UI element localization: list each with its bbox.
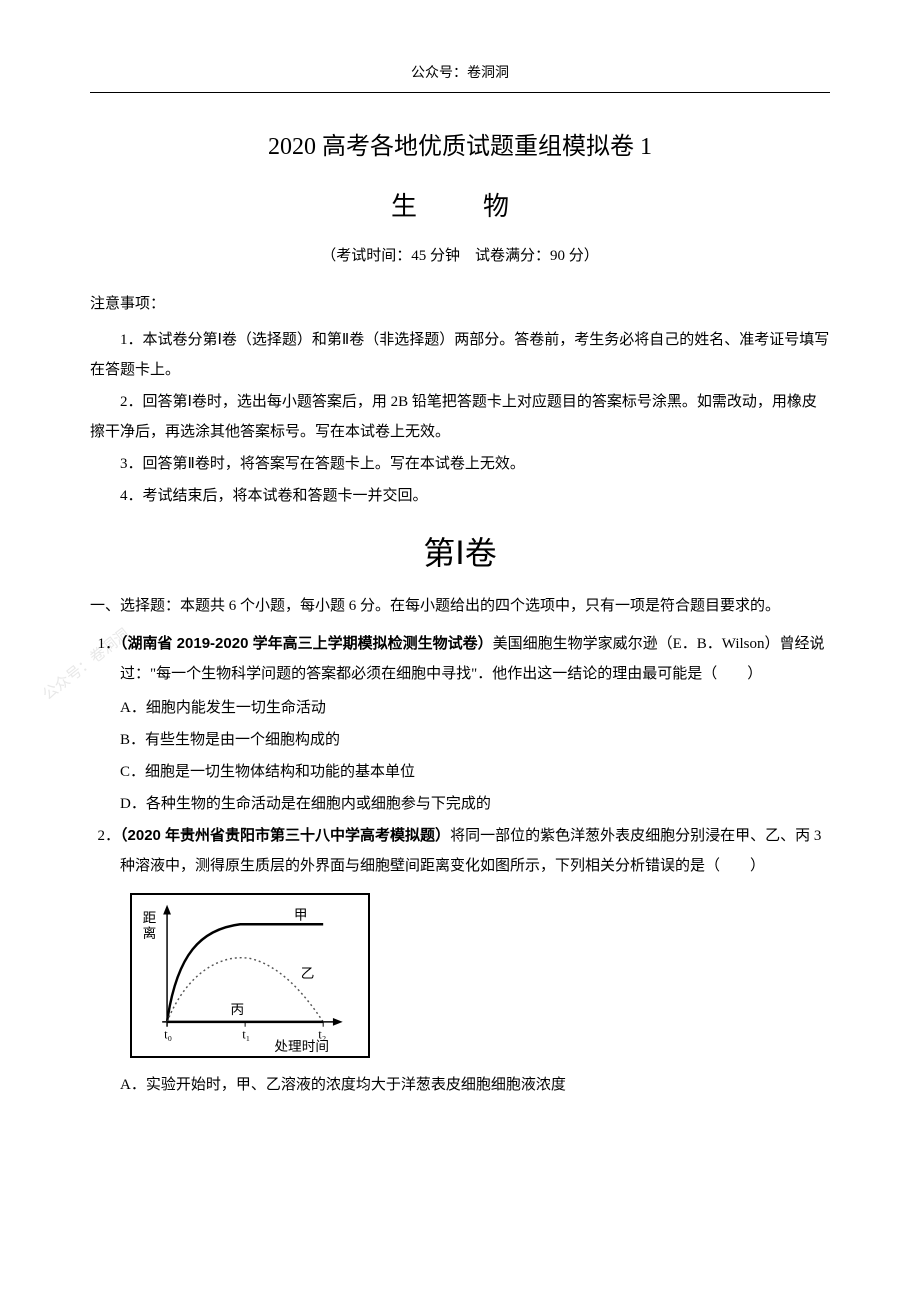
tick-t0: t₀ [164,1027,172,1041]
notice-4: 4．考试结束后，将本试卷和答题卡一并交回。 [90,481,830,511]
exam-info: （考试时间：45 分钟 试卷满分：90 分） [90,241,830,271]
section-1-title: 第Ⅰ卷 [90,521,830,585]
y-arrow [163,905,171,915]
q1-number: 1． [98,636,121,652]
notice-3: 3．回答第Ⅱ卷时，将答案写在答题卡上。写在本试卷上无效。 [90,449,830,479]
x-label: 处理时间 [274,1039,329,1054]
q1-option-c: C．细胞是一切生物体结构和功能的基本单位 [90,757,830,787]
question-1: 1．（湖南省 2019-2020 学年高三上学期模拟检测生物试卷）美国细胞生物学… [90,629,830,689]
subject-title: 生 物 [90,181,830,233]
label-yi: 乙 [301,966,315,981]
page-header: 公众号：卷洞洞 [90,60,830,93]
tick-t1: t₁ [242,1027,250,1041]
notice-1: 1．本试卷分第Ⅰ卷（选择题）和第Ⅱ卷（非选择题）两部分。答卷前，考生务必将自己的… [90,325,830,385]
y-label-1: 距 [143,910,157,925]
q1-option-a: A．细胞内能发生一切生命活动 [90,693,830,723]
x-arrow [333,1018,343,1026]
main-title: 2020 高考各地优质试题重组模拟卷 1 [90,123,830,171]
q2-option-a: A．实验开始时，甲、乙溶液的浓度均大于洋葱表皮细胞细胞液浓度 [90,1070,830,1100]
q1-option-b: B．有些生物是由一个细胞构成的 [90,725,830,755]
notice-2: 2．回答第Ⅰ卷时，选出每小题答案后，用 2B 铅笔把答题卡上对应题目的答案标号涂… [90,387,830,447]
label-jia: 甲 [294,907,308,922]
label-bing: 丙 [230,1002,244,1017]
q2-number: 2． [98,828,121,844]
question-2: 2．（2020 年贵州省贵阳市第三十八中学高考模拟题）将同一部位的紫色洋葱外表皮… [90,821,830,881]
chart-svg: 距 离 甲 乙 丙 t₀ t₁ t₂ 处理时间 [132,895,368,1056]
chart-container: 距 离 甲 乙 丙 t₀ t₁ t₂ 处理时间 [130,893,370,1058]
q2-source: （2020 年贵州省贵阳市第三十八中学高考模拟题） [120,827,450,844]
section-1-desc: 一、选择题：本题共 6 个小题，每小题 6 分。在每小题给出的四个选项中，只有一… [90,591,830,621]
y-label-2: 离 [143,925,157,941]
q1-option-d: D．各种生物的生命活动是在细胞内或细胞参与下完成的 [90,789,830,819]
notice-title: 注意事项： [90,289,830,319]
q1-source: （湖南省 2019-2020 学年高三上学期模拟检测生物试卷） [120,635,493,652]
